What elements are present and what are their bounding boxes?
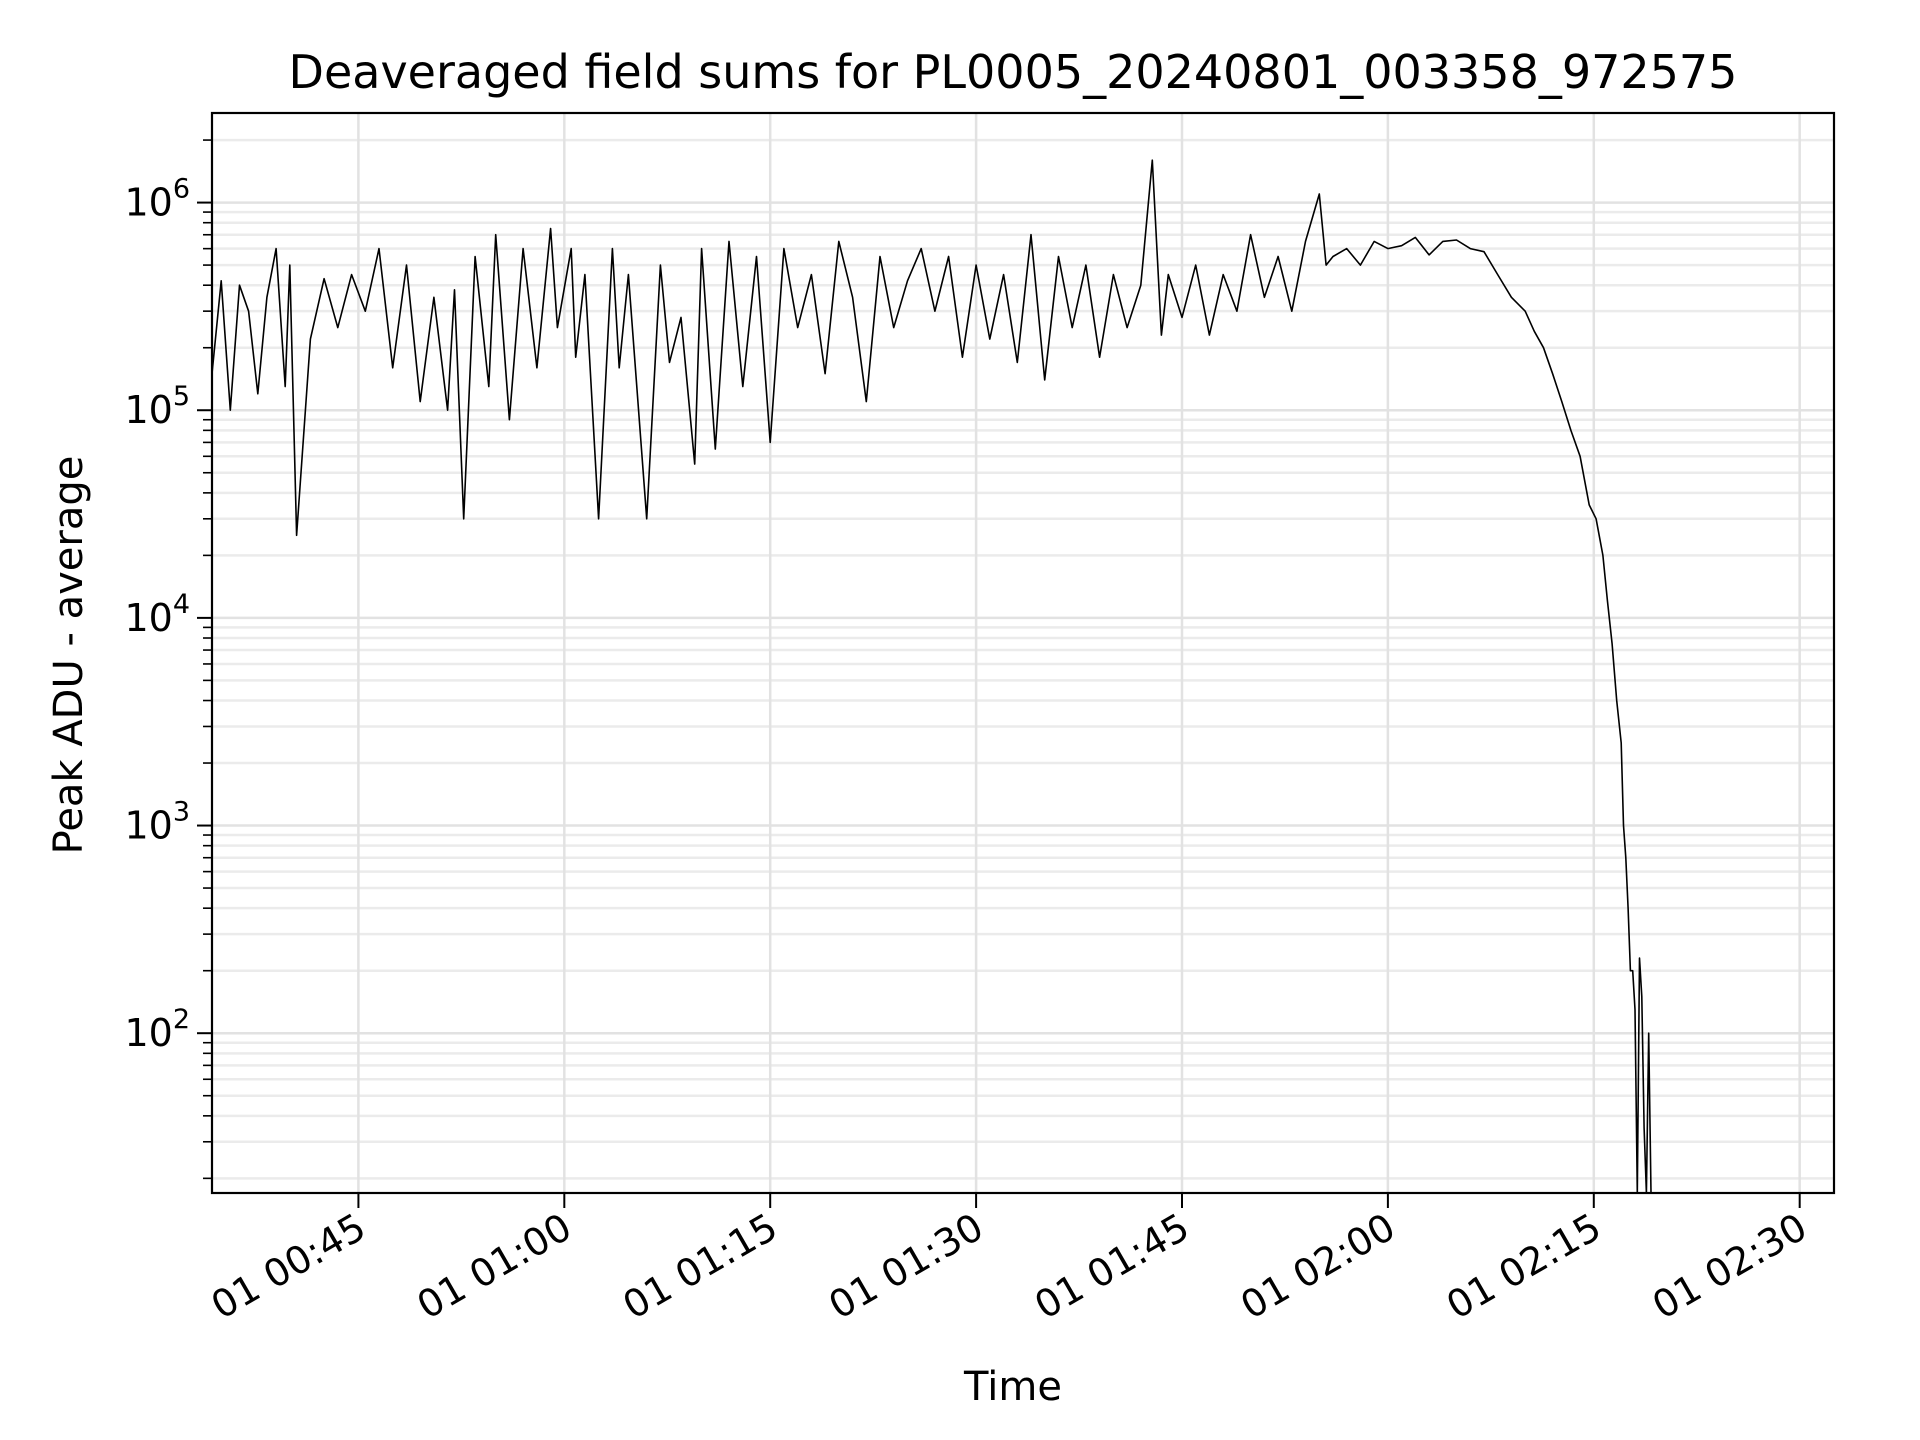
y-tick-label: 102 — [124, 1004, 190, 1055]
y-tick-label: 104 — [124, 589, 190, 640]
y-axis-label: Peak ADU - average — [46, 456, 92, 855]
x-axis-label: Time — [963, 1364, 1062, 1410]
chart-title: Deaveraged field sums for PL0005_2024080… — [289, 45, 1738, 99]
y-tick-label: 103 — [124, 797, 190, 848]
y-tick-label: 105 — [124, 381, 190, 432]
series-line — [212, 159, 1652, 1193]
y-tick-label: 106 — [124, 174, 190, 225]
plot-frame — [210, 111, 1836, 1195]
